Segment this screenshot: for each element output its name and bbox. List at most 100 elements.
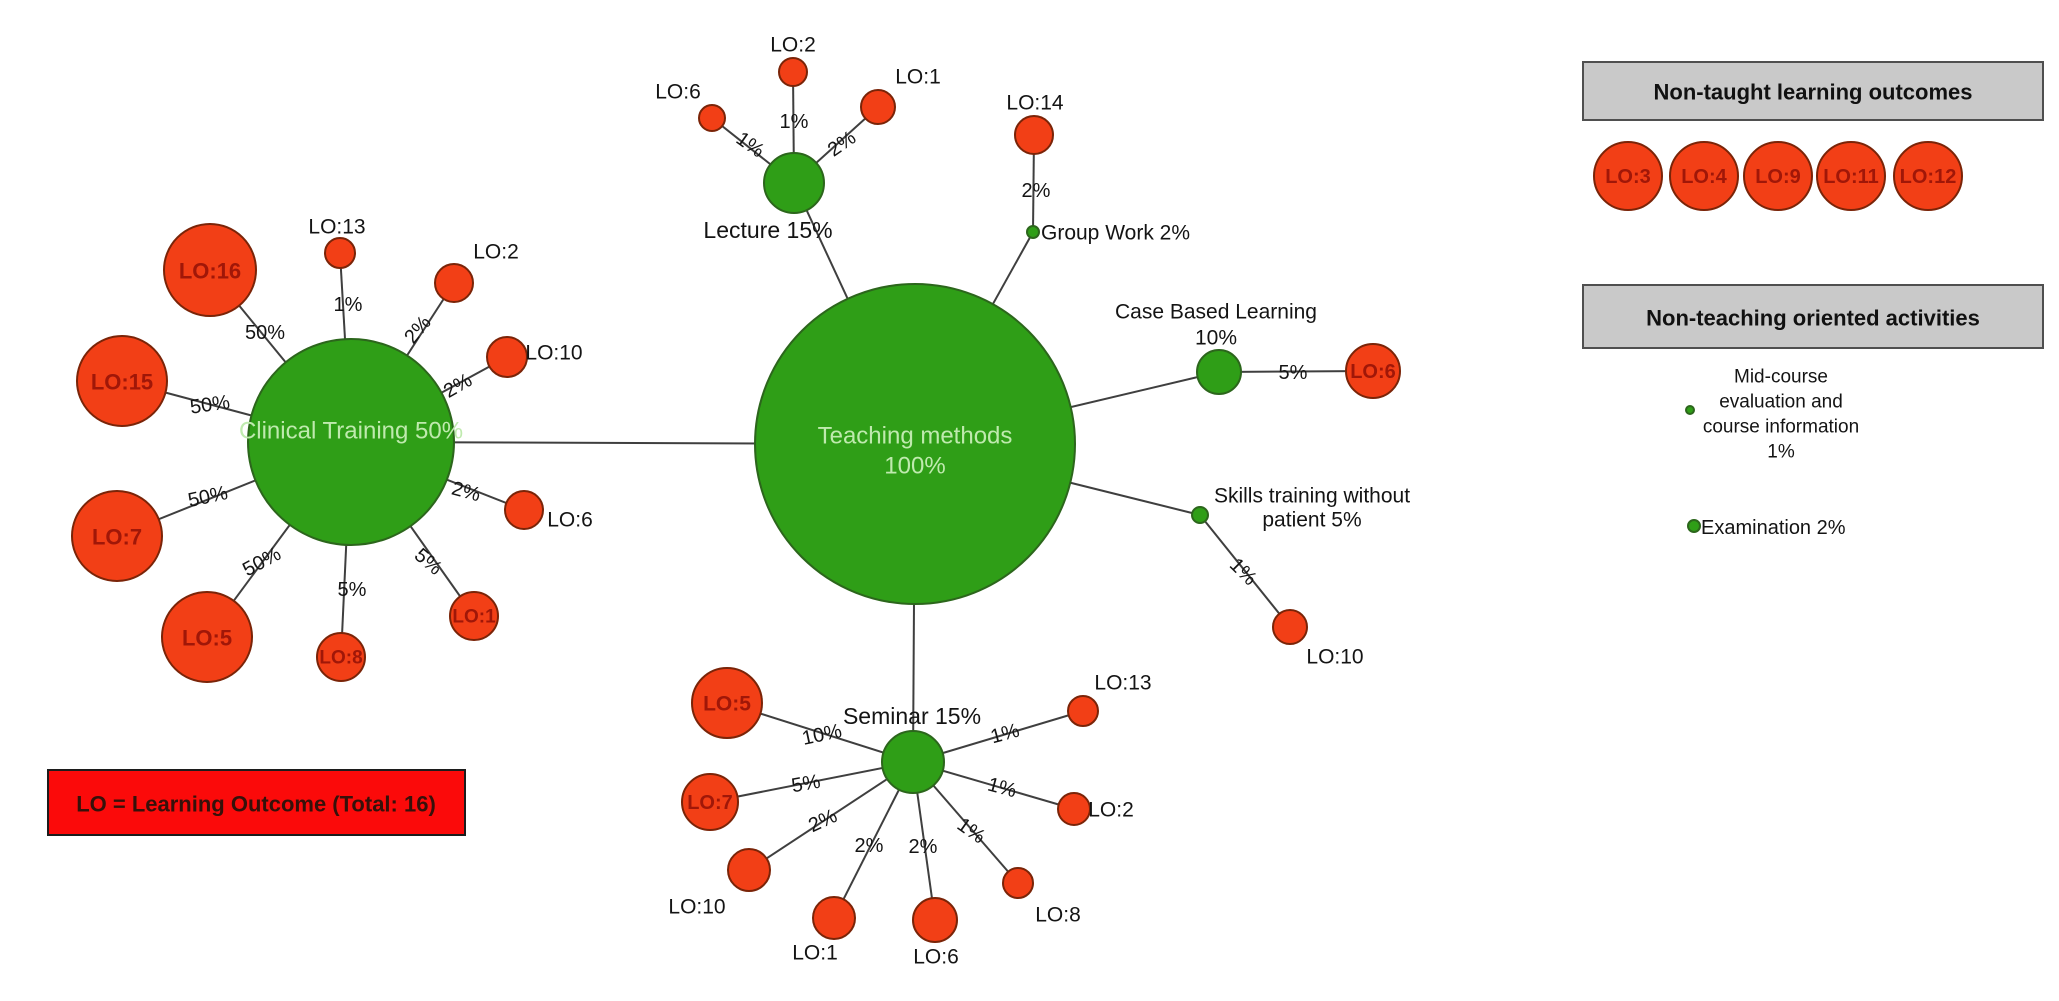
non-taught-panel: Non-taught learning outcomes LO:3 LO:4 L…	[1582, 61, 2044, 211]
clinical-lo6-label: LO:6	[547, 509, 593, 532]
seminar-lo7-label: LO:7	[687, 792, 733, 814]
casebased-lo6-label: LO:6	[1350, 361, 1396, 383]
lecture-lo2-node	[778, 57, 808, 87]
seminar-label: Seminar 15%	[843, 703, 981, 729]
mid-course-line2: evaluation and	[1719, 392, 1843, 413]
legend-label: LO = Learning Outcome (Total: 16)	[76, 792, 436, 817]
clinical-training-label: Clinical Training 50%	[239, 418, 463, 445]
clinical-lo10-pct: 2%	[440, 369, 476, 403]
seminar-lo8-label: LO:8	[1035, 904, 1081, 927]
clinical-lo1-node	[449, 591, 499, 641]
cluster-labels: Teaching methods 100% Clinical Training …	[239, 217, 1410, 729]
edge-seminar-lo10	[748, 761, 914, 871]
clinical-lo1-label: LO:1	[452, 607, 496, 628]
mid-course-line1: Mid-course	[1734, 367, 1828, 388]
seminar-lo5-node	[691, 667, 763, 739]
non-taught-lo4-label: LO:4	[1681, 166, 1727, 188]
clinical-lo2-label: LO:2	[473, 241, 519, 264]
seminar-lo6-label: LO:6	[913, 946, 959, 969]
clinical-lo15-node	[76, 335, 168, 427]
edge-seminar-lo7	[709, 761, 914, 803]
non-taught-header-box	[1582, 61, 2044, 121]
clinical-lo16-pct: 50%	[245, 322, 285, 344]
clinical-lo8-node	[316, 632, 366, 682]
clinical-lo6-node	[504, 490, 544, 530]
seminar-lo13-pct: 1%	[988, 720, 1022, 749]
non-teaching-panel: Non-teaching oriented activities Mid-cou…	[1582, 284, 2044, 539]
lecture-node	[763, 152, 825, 214]
clinical-lo15-label: LO:15	[91, 370, 153, 395]
non-teaching-title: Non-teaching oriented activities	[1646, 306, 1980, 331]
skills-label-line1: Skills training without	[1214, 485, 1410, 508]
lecture-label: Lecture 15%	[703, 217, 832, 243]
lecture-lo1-pct: 2%	[824, 127, 860, 162]
seminar-lo10-label: LO:10	[668, 896, 725, 919]
casebased-lo6-pct: 5%	[1279, 362, 1308, 384]
non-taught-lo9-node	[1743, 141, 1813, 211]
non-taught-lo12-label: LO:12	[1900, 166, 1957, 188]
teaching-methods-pct: 100%	[884, 453, 945, 480]
seminar-lo1-pct: 2%	[855, 835, 884, 857]
seminar-lo5-pct: 10%	[800, 720, 844, 750]
clinical-lo13-node	[324, 237, 356, 269]
non-taught-lo3-node	[1593, 141, 1663, 211]
lecture-lo2-pct: 1%	[780, 111, 809, 133]
seminar-lo6-pct: 2%	[909, 836, 938, 858]
lecture-lo6-label: LO:6	[655, 81, 701, 104]
casebased-lo6-node	[1345, 343, 1401, 399]
clinical-lo2-pct: 2%	[400, 312, 436, 348]
clinical-lo1-pct: 5%	[410, 544, 446, 580]
seminar-lo1-label: LO:1	[792, 942, 838, 965]
groupwork-lo14-label: LO:14	[1006, 92, 1064, 115]
lecture-labels: LO:6 1% LO:2 1% LO:1 2%	[655, 34, 941, 163]
examination-dot	[1687, 519, 1701, 533]
seminar-lo10-pct: 2%	[805, 805, 841, 837]
non-taught-lo12-node	[1893, 141, 1963, 211]
clinical-lo7-label: LO:7	[92, 525, 142, 550]
seminar-lo7-pct: 5%	[790, 771, 823, 798]
clinical-lo10-node	[486, 336, 528, 378]
teaching-methods-label: Teaching methods	[818, 423, 1013, 450]
seminar-node	[881, 730, 945, 794]
groupwork-lo14-node	[1014, 115, 1054, 155]
clinical-lo15-pct: 50%	[189, 391, 232, 418]
clinical-lo16-node	[163, 223, 257, 317]
mid-course-line4: 1%	[1767, 442, 1795, 463]
clinical-lo13-pct: 1%	[334, 294, 363, 316]
seminar-lo13-node	[1067, 695, 1099, 727]
case-based-label-line1: Case Based Learning	[1115, 301, 1317, 324]
non-taught-lo11-node	[1816, 141, 1886, 211]
lecture-lo6-node	[698, 104, 726, 132]
seminar-lo5-label: LO:5	[703, 693, 751, 716]
outcome-nodes	[71, 57, 1401, 943]
groupwork-lo14-pct: 2%	[1022, 180, 1051, 202]
skills-lo10-label: LO:10	[1306, 646, 1363, 669]
seminar-lo7-node	[681, 773, 739, 831]
seminar-lo8-node	[1002, 867, 1034, 899]
case-based-learning-node	[1196, 349, 1242, 395]
lecture-lo1-label: LO:1	[895, 66, 941, 89]
clinical-lo13-label: LO:13	[308, 216, 365, 239]
clinical-lo7-node	[71, 490, 163, 582]
non-taught-title: Non-taught learning outcomes	[1654, 80, 1973, 105]
non-taught-lo3-label: LO:3	[1605, 166, 1651, 188]
non-taught-lo11-label: LO:11	[1823, 166, 1879, 188]
clinical-lo8-label: LO:8	[319, 648, 362, 669]
mid-course-dot	[1685, 405, 1695, 415]
non-taught-lo9-label: LO:9	[1755, 166, 1801, 188]
skills-lo10-node	[1272, 609, 1308, 645]
group-work-label: Group Work 2%	[1041, 222, 1190, 245]
non-teaching-header-box	[1582, 284, 2044, 349]
edge-skills-lo10	[1199, 514, 1291, 628]
legend-box	[47, 769, 466, 836]
clinical-lo7-pct: 50%	[186, 482, 230, 512]
clinical-lo16-label: LO:16	[179, 259, 241, 284]
clinical-lo2-node	[434, 263, 474, 303]
clinical-lo10-label: LO:10	[525, 342, 582, 365]
seminar-lo2-label: LO:2	[1088, 799, 1134, 822]
seminar-lo13-label: LO:13	[1094, 672, 1151, 695]
clinical-lo5-node	[161, 591, 253, 683]
skills-label-line2: patient 5%	[1262, 509, 1361, 532]
